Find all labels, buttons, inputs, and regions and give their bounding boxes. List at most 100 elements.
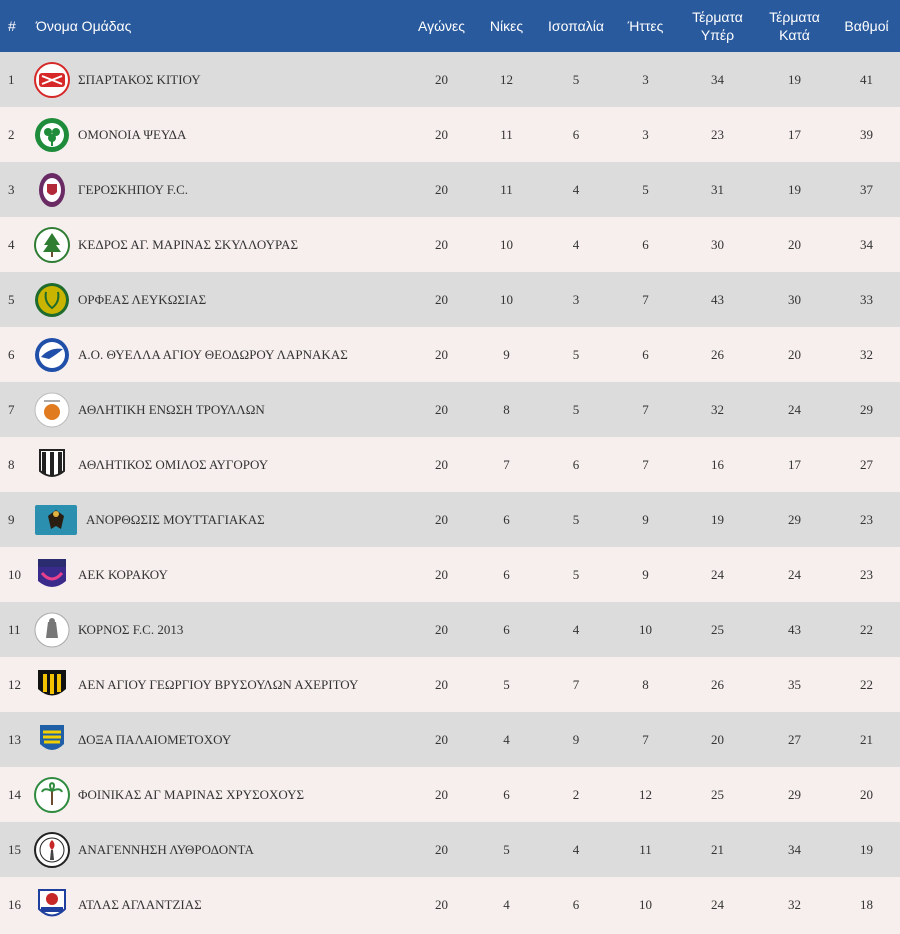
- team-link[interactable]: ΚΕΔΡΟΣ ΑΓ. ΜΑΡΙΝΑΣ ΣΚΥΛΛΟΥΡΑΣ: [34, 226, 410, 263]
- header-points[interactable]: Βαθμοί: [844, 18, 889, 34]
- goals-against-cell: 20: [788, 346, 801, 362]
- table-row[interactable]: 5 ΟΡΦΕΑΣ ΛΕΥΚΩΣΙΑΣ 20 10 3 7 43 30 33: [0, 272, 900, 327]
- team-cell: ΚΟΡΝΟΣ F.C. 2013: [34, 602, 410, 657]
- draws-cell: 4: [572, 181, 580, 197]
- points-cell: 27: [860, 456, 873, 472]
- team-name: Α.Ο. ΘΥΕΛΛΑ ΑΓΙΟΥ ΘΕΟΔΩΡΟΥ ΛΑΡΝΑΚΑΣ: [78, 346, 348, 362]
- goals-for-cell: 43: [711, 291, 724, 307]
- rank-cell: 6: [8, 346, 15, 362]
- losses-cell: 7: [642, 401, 649, 417]
- rank-cell: 4: [8, 236, 15, 252]
- team-link[interactable]: ΑΕΚ ΚΟΡΑΚΟΥ: [34, 557, 410, 593]
- team-link[interactable]: ΑΝΟΡΘΩΣΙΣ ΜΟΥΤΤΑΓΙΑΚΑΣ: [34, 502, 410, 538]
- played-cell: 20: [435, 566, 448, 582]
- team-link[interactable]: ΑΝΑΓΕΝΝΗΣΗ ΛΥΘΡΟΔΟΝΤΑ: [34, 831, 410, 868]
- goals-for-cell: 30: [711, 236, 724, 252]
- draws-cell: 3: [572, 291, 580, 307]
- rank-cell: 2: [8, 126, 15, 142]
- played-cell: 20: [435, 71, 448, 87]
- header-goals-against[interactable]: Τέρματα Κατά: [756, 0, 833, 52]
- team-link[interactable]: ΚΟΡΝΟΣ F.C. 2013: [34, 612, 410, 648]
- team-link[interactable]: ΓΕΡΟΣΚΗΠΟΥ F.C.: [34, 172, 410, 208]
- table-row[interactable]: 2 ΟΜΟΝΟΙΑ ΨΕΥΔΑ 20 11 6 3 23 17 39: [0, 107, 900, 162]
- table-row[interactable]: 4 ΚΕΔΡΟΣ ΑΓ. ΜΑΡΙΝΑΣ ΣΚΥΛΛΟΥΡΑΣ 20 10 4 6 30 20…: [0, 217, 900, 272]
- table-row[interactable]: 9 ΑΝΟΡΘΩΣΙΣ ΜΟΥΤΤΑΓΙΑΚΑΣ 20 6 5 9 19 29 23: [0, 492, 900, 547]
- wins-cell: 12: [500, 71, 513, 87]
- team-link[interactable]: ΑΘΛΗΤΙΚΗ ΕΝΩΣΗ ΤΡΟΥΛΛΩΝ: [34, 392, 410, 428]
- points-cell: 41: [860, 71, 873, 87]
- team-name: ΚΟΡΝΟΣ F.C. 2013: [78, 621, 184, 637]
- points-cell: 29: [860, 401, 873, 417]
- table-row[interactable]: 15 ΑΝΑΓΕΝΝΗΣΗ ΛΥΘΡΟΔΟΝΤΑ 20 5 4 11 21 34 19: [0, 822, 900, 877]
- team-link[interactable]: ΟΡΦΕΑΣ ΛΕΥΚΩΣΙΑΣ: [34, 282, 410, 318]
- played-cell: 20: [435, 511, 448, 527]
- team-name: ΑΤΛΑΣ ΑΓΛΑΝΤΖΙΑΣ: [78, 896, 202, 912]
- team-cell: ΟΜΟΝΟΙΑ ΨΕΥΔΑ: [34, 107, 410, 162]
- header-goals-for[interactable]: Τέρματα Υπέρ: [679, 0, 756, 52]
- losses-cell: 3: [642, 71, 649, 87]
- header-team[interactable]: Όνομα Ομάδας: [36, 18, 132, 34]
- draws-cell: 9: [572, 731, 580, 747]
- losses-cell: 6: [642, 346, 649, 362]
- played-cell: 20: [435, 346, 448, 362]
- table-row[interactable]: 6 Α.Ο. ΘΥΕΛΛΑ ΑΓΙΟΥ ΘΕΟΔΩΡΟΥ ΛΑΡΝΑΚΑΣ 20 9 5…: [0, 327, 900, 382]
- team-link[interactable]: ΑΕΝ ΑΓΙΟΥ ΓΕΩΡΓΙΟΥ ΒΡΥΣΟΥΛΩΝ ΑΧΕΡΙΤΟΥ: [34, 667, 410, 703]
- team-cell: ΚΕΔΡΟΣ ΑΓ. ΜΑΡΙΝΑΣ ΣΚΥΛΛΟΥΡΑΣ: [34, 217, 410, 272]
- team-cell: ΑΝΟΡΘΩΣΙΣ ΜΟΥΤΤΑΓΙΑΚΑΣ: [34, 492, 410, 547]
- header-draws[interactable]: Ισοπαλία: [548, 18, 604, 34]
- table-row[interactable]: 16 ΑΤΛΑΣ ΑΓΛΑΝΤΖΙΑΣ 20 4 6 10 24 32 18: [0, 877, 900, 932]
- table-row[interactable]: 3 ΓΕΡΟΣΚΗΠΟΥ F.C. 20 11 4 5 31 19 37: [0, 162, 900, 217]
- rank-cell: 13: [8, 731, 21, 747]
- palm-logo-icon: [34, 776, 70, 813]
- bird-logo-icon: [35, 337, 69, 372]
- table-row[interactable]: 8 ΑΘΛΗΤΙΚΟΣ ΟΜΙΛΟΣ ΑΥΓΟΡΟΥ 20 7 6 7 16 17 27: [0, 437, 900, 492]
- rank-cell: 10: [8, 566, 21, 582]
- draws-cell: 6: [572, 126, 580, 142]
- team-name: ΑΘΛΗΤΙΚΟΣ ΟΜΙΛΟΣ ΑΥΓΟΡΟΥ: [78, 456, 269, 472]
- points-cell: 37: [860, 181, 873, 197]
- header-rank[interactable]: #: [8, 18, 16, 34]
- team-cell: ΔΟΞΑ ΠΑΛΑΙΟΜΕΤΟΧΟΥ: [34, 712, 410, 767]
- table-row[interactable]: 11 ΚΟΡΝΟΣ F.C. 2013 20 6 4 10 25 43 22: [0, 602, 900, 657]
- team-link[interactable]: ΔΟΞΑ ΠΑΛΑΙΟΜΕΤΟΧΟΥ: [34, 722, 410, 758]
- wins-cell: 9: [503, 346, 510, 362]
- table-header-row: # Όνομα Ομάδας Αγώνες Νίκες Ισοπαλία Ήττ…: [0, 0, 900, 52]
- draws-cell: 5: [572, 566, 580, 582]
- goals-for-cell: 25: [711, 786, 724, 802]
- table-row[interactable]: 12 ΑΕΝ ΑΓΙΟΥ ΓΕΩΡΓΙΟΥ ΒΡΥΣΟΥΛΩΝ ΑΧΕΡΙΤΟΥ 2…: [0, 657, 900, 712]
- played-cell: 20: [435, 236, 448, 252]
- goals-for-cell: 24: [711, 896, 724, 912]
- team-link[interactable]: ΟΜΟΝΟΙΑ ΨΕΥΔΑ: [34, 117, 410, 153]
- rank-cell: 7: [8, 401, 15, 417]
- team-link[interactable]: ΑΤΛΑΣ ΑΓΛΑΝΤΖΙΑΣ: [34, 887, 410, 923]
- torch-logo-icon: [34, 831, 70, 868]
- lyre-logo-icon: [35, 282, 69, 317]
- team-link[interactable]: ΣΠΑΡΤΑΚΟΣ ΚΙΤΙΟΥ: [34, 61, 410, 98]
- team-link[interactable]: Α.Ο. ΘΥΕΛΛΑ ΑΓΙΟΥ ΘΕΟΔΩΡΟΥ ΛΑΡΝΑΚΑΣ: [34, 337, 410, 373]
- draws-cell: 7: [572, 676, 580, 692]
- table-row[interactable]: 14 ΦΟΙΝΙΚΑΣ ΑΓ ΜΑΡΙΝΑΣ ΧΡΥΣΟΧΟΥΣ 20 6 2 12 25 2…: [0, 767, 900, 822]
- table-row[interactable]: 10 ΑΕΚ ΚΟΡΑΚΟΥ 20 6 5 9 24 24 23: [0, 547, 900, 602]
- losses-cell: 7: [642, 291, 649, 307]
- team-link[interactable]: ΦΟΙΝΙΚΑΣ ΑΓ ΜΑΡΙΝΑΣ ΧΡΥΣΟΧΟΥΣ: [34, 776, 410, 813]
- header-losses[interactable]: Ήττες: [627, 18, 664, 34]
- table-row[interactable]: 13 ΔΟΞΑ ΠΑΛΑΙΟΜΕΤΟΧΟΥ 20 4 9 7 20 27 21: [0, 712, 900, 767]
- team-name: ΟΜΟΝΟΙΑ ΨΕΥΔΑ: [78, 126, 187, 142]
- rank-cell: 14: [8, 786, 21, 802]
- losses-cell: 11: [639, 841, 652, 857]
- team-link[interactable]: ΑΘΛΗΤΙΚΟΣ ΟΜΙΛΟΣ ΑΥΓΟΡΟΥ: [34, 447, 410, 483]
- table-row[interactable]: 7 ΑΘΛΗΤΙΚΗ ΕΝΩΣΗ ΤΡΟΥΛΛΩΝ 20 8 5 7 32 24 29: [0, 382, 900, 437]
- header-played[interactable]: Αγώνες: [417, 18, 465, 34]
- table-row[interactable]: 1 ΣΠΑΡΤΑΚΟΣ ΚΙΤΙΟΥ 20 12 5 3 34 19 41: [0, 52, 900, 107]
- header-wins[interactable]: Νίκες: [489, 18, 524, 34]
- clover-logo-icon: [35, 117, 69, 152]
- played-cell: 20: [435, 896, 448, 912]
- goals-for-cell: 32: [711, 401, 724, 417]
- goals-against-cell: 20: [788, 236, 801, 252]
- goals-against-cell: 32: [788, 896, 801, 912]
- rank-cell: 5: [8, 291, 15, 307]
- rank-cell: 16: [8, 896, 21, 912]
- draws-cell: 5: [572, 401, 580, 417]
- aek-logo-icon: [38, 558, 66, 587]
